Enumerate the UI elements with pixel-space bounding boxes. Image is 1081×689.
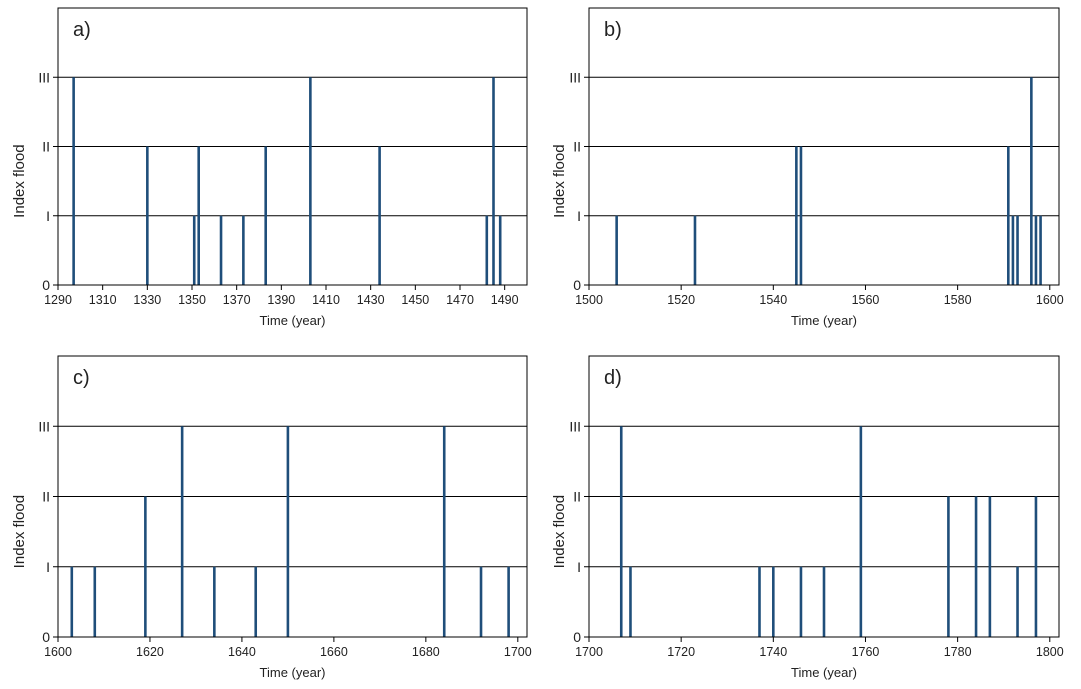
y-axis-label: Index flood xyxy=(551,495,568,568)
x-tick-label: 1370 xyxy=(223,293,251,307)
x-tick-label: 1350 xyxy=(178,293,206,307)
chart-panel-a: 1290 1310 1330 1350 1370 1390 1410 1430 1450 1470… xyxy=(11,7,528,328)
y-axis-label: Index flood xyxy=(11,144,28,217)
x-tick-label: 1800 xyxy=(1036,645,1064,659)
x-axis-label: Time (year) xyxy=(791,665,857,680)
x-tick-label: 1640 xyxy=(228,645,256,659)
x-tick-label: 1600 xyxy=(1036,293,1064,307)
x-tick-label: 1450 xyxy=(401,293,429,307)
x-tick-label: 1540 xyxy=(759,293,787,307)
y-tick-label: I xyxy=(46,208,50,224)
panel-label: c) xyxy=(73,367,90,389)
y-tick-label: 0 xyxy=(42,629,50,645)
x-tick-label: 1720 xyxy=(667,645,695,659)
y-tick-label: III xyxy=(38,418,50,434)
y-tick-label: III xyxy=(569,418,581,434)
y-tick-label: I xyxy=(577,559,581,575)
x-tick-label: 1390 xyxy=(267,293,295,307)
y-axis-label: Index flood xyxy=(551,144,568,217)
x-tick-label: 1780 xyxy=(944,645,972,659)
x-tick-label: 1500 xyxy=(575,293,603,307)
y-tick-label: 0 xyxy=(573,629,581,645)
x-axis-label: Time (year) xyxy=(791,313,857,328)
x-tick-label: 1330 xyxy=(133,293,161,307)
y-tick-label: II xyxy=(42,489,50,505)
y-tick-label: I xyxy=(577,208,581,224)
x-tick-label: 1290 xyxy=(44,293,72,307)
x-tick-label: 1620 xyxy=(136,645,164,659)
y-tick-label: 0 xyxy=(42,277,50,293)
x-tick-label: 1410 xyxy=(312,293,340,307)
y-tick-label: 0 xyxy=(573,277,581,293)
y-tick-label: II xyxy=(573,489,581,505)
x-tick-label: 1760 xyxy=(852,645,880,659)
panel-label: d) xyxy=(604,367,622,389)
x-tick-label: 1310 xyxy=(89,293,117,307)
y-tick-label: I xyxy=(46,559,50,575)
x-tick-label: 1700 xyxy=(504,645,532,659)
x-tick-label: 1520 xyxy=(667,293,695,307)
x-tick-label: 1680 xyxy=(412,645,440,659)
x-tick-label: 1560 xyxy=(852,293,880,307)
x-tick-label: 1430 xyxy=(357,293,385,307)
y-axis-label: Index flood xyxy=(11,495,28,568)
x-tick-label: 1700 xyxy=(575,645,603,659)
x-tick-label: 1740 xyxy=(759,645,787,659)
x-tick-label: 1580 xyxy=(944,293,972,307)
x-tick-label: 1600 xyxy=(44,645,72,659)
x-tick-label: 1470 xyxy=(446,293,474,307)
x-axis-label: Time (year) xyxy=(260,665,326,680)
panel-label: a) xyxy=(73,19,91,41)
panel-label: b) xyxy=(604,19,622,41)
y-tick-label: III xyxy=(38,69,50,85)
x-tick-label: 1490 xyxy=(491,293,519,307)
x-axis-label: Time (year) xyxy=(260,313,326,328)
y-tick-label: III xyxy=(569,69,581,85)
y-tick-label: II xyxy=(573,139,581,155)
x-tick-label: 1660 xyxy=(320,645,348,659)
y-tick-label: II xyxy=(42,139,50,155)
